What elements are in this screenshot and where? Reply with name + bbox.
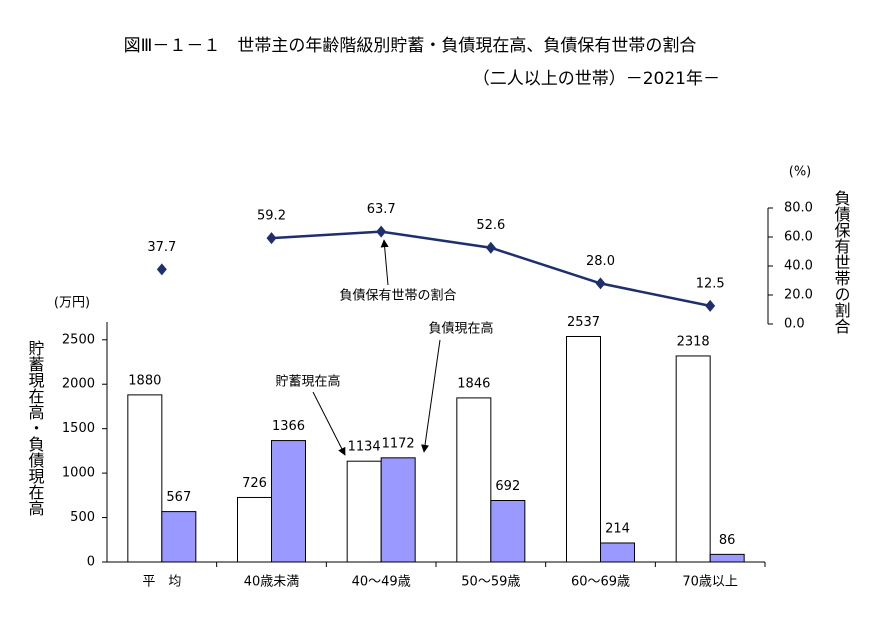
data-label: 52.6	[476, 218, 505, 233]
data-label: 726	[242, 476, 267, 491]
chart-subtitle: （二人以上の世帯）－2021年－	[473, 69, 720, 89]
bar	[600, 542, 635, 563]
y-tick-label: 2000	[62, 377, 95, 392]
annotation: 負債現在高	[428, 321, 493, 337]
annotation-arrow	[380, 239, 389, 286]
bar	[380, 457, 416, 563]
data-label: 1366	[272, 419, 305, 434]
y2-tick-label: 0.0	[784, 317, 805, 332]
marker	[156, 263, 167, 276]
bar	[161, 511, 197, 563]
y2-tick-label: 20.0	[784, 288, 813, 303]
data-label: 214	[605, 521, 630, 536]
bar	[709, 553, 745, 563]
y-tick-label: 1500	[62, 421, 95, 436]
x-tick-label: 40歳未満	[244, 575, 300, 590]
marker	[705, 299, 716, 312]
bar	[490, 499, 526, 563]
data-label: 692	[495, 479, 520, 494]
y2-tick-label: 60.0	[784, 230, 813, 245]
data-label: 1134	[348, 440, 381, 455]
y-axis-label: 貯蓄現在高・負債現在高	[26, 340, 45, 516]
annotation-arrow	[421, 339, 441, 453]
y-unit: (万円)	[54, 296, 90, 311]
y-tick-label: 2500	[62, 332, 95, 347]
data-label: 59.2	[257, 209, 286, 224]
annotation: 負債保有世帯の割合	[339, 288, 456, 304]
y2-unit: (%)	[789, 165, 812, 180]
marker	[376, 225, 387, 238]
y-tick-label: 500	[70, 510, 95, 525]
bar	[675, 355, 711, 563]
annotation: 貯蓄現在高	[275, 374, 340, 390]
data-label: 1172	[382, 436, 415, 451]
marker	[266, 232, 277, 245]
data-label: 28.0	[586, 254, 615, 269]
data-label: 86	[719, 533, 736, 548]
annotation-arrow	[312, 391, 346, 456]
chart-title: 図Ⅲ－１－１ 世帯主の年齢階級別貯蓄・負債現在高、負債保有世帯の割合	[124, 36, 697, 56]
data-label: 567	[166, 490, 191, 505]
marker	[595, 277, 606, 290]
bar	[566, 335, 601, 563]
bar	[271, 440, 306, 563]
data-label: 1880	[128, 373, 161, 388]
bar	[237, 496, 272, 563]
bar	[456, 397, 492, 563]
x-tick-label: 平 均	[142, 575, 181, 590]
x-tick-label: 50～59歳	[461, 575, 520, 590]
data-label: 12.5	[696, 276, 725, 291]
bar	[346, 460, 382, 563]
y-tick-label: 1000	[62, 466, 95, 481]
x-tick-label: 70歳以上	[682, 575, 738, 590]
y2-tick-label: 40.0	[784, 259, 813, 274]
data-label: 2537	[567, 315, 600, 330]
marker	[485, 241, 496, 254]
x-tick-label: 60～69歳	[571, 575, 630, 590]
data-label: 2318	[677, 334, 710, 349]
bar	[127, 394, 163, 563]
data-label: 37.7	[147, 240, 176, 255]
x-tick-label: 40～49歳	[352, 575, 411, 590]
data-label: 63.7	[367, 202, 396, 217]
y2-axis-label: 負債保有世帯の割合	[832, 190, 851, 334]
y-tick-label: 0	[87, 555, 95, 570]
y2-tick-label: 80.0	[784, 201, 813, 216]
data-label: 1846	[457, 376, 490, 391]
